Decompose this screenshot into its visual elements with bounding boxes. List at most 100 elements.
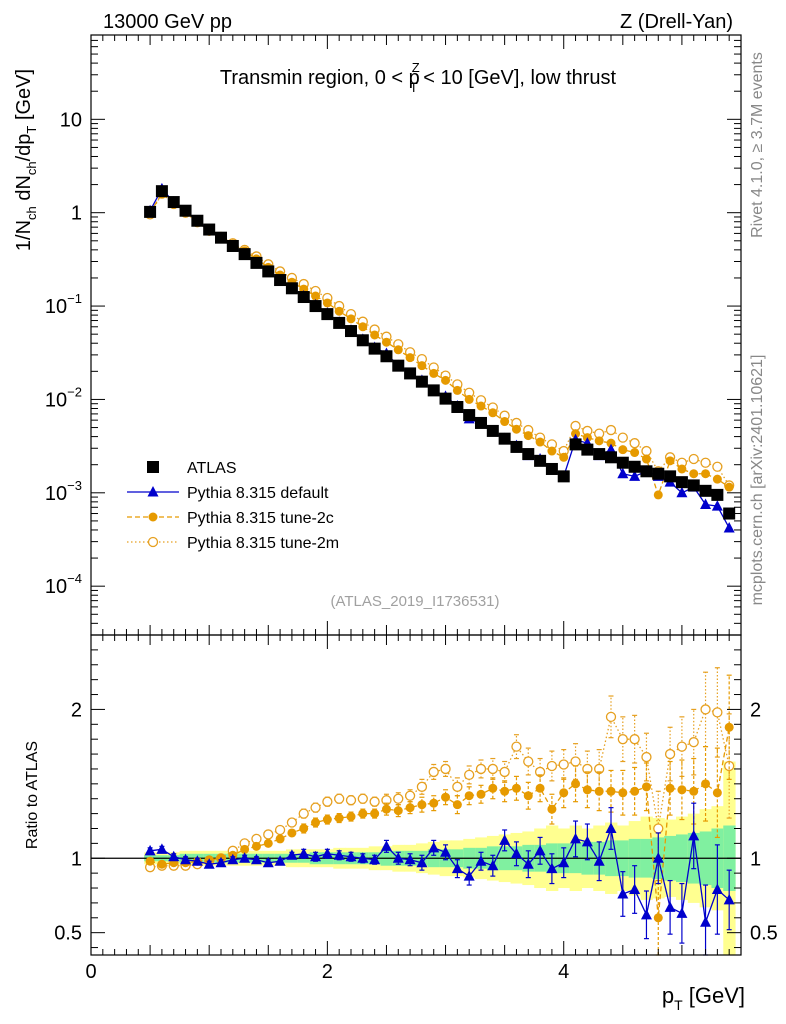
main-y-tick-label: 10−2	[45, 384, 82, 411]
ylabel-b: dN	[13, 175, 35, 206]
ratio-point-default	[652, 852, 664, 863]
data-point-atlas	[356, 334, 369, 347]
legend-label-default: Pythia 8.315 default	[187, 485, 329, 502]
ratio-point-tune2m	[310, 802, 321, 813]
data-point-atlas	[345, 325, 357, 338]
ratio-point-tune2c	[393, 806, 403, 816]
analysis-watermark: (ATLAS_2019_I1736531)	[330, 593, 499, 610]
ratio-point-tune2c	[653, 913, 663, 923]
data-point-atlas	[486, 424, 499, 437]
ratio-point-default	[404, 853, 416, 865]
header-collision: 13000 GeV pp	[103, 11, 232, 33]
series-line-tune2m	[149, 192, 730, 486]
ratio-point-default	[357, 852, 369, 863]
data-point-default	[617, 467, 629, 479]
ratio-point-tune2m	[700, 704, 711, 715]
data-point-atlas	[321, 308, 334, 321]
ratio-point-tune2c	[157, 859, 167, 869]
ratio-y-tick-label-left: 1	[71, 848, 82, 870]
data-point-atlas	[664, 470, 677, 483]
ratio-point-tune2m	[629, 734, 640, 745]
ratio-point-default	[688, 829, 700, 841]
data-point-default	[629, 470, 641, 481]
data-point-atlas	[427, 384, 440, 397]
ratio-point-tune2c	[701, 779, 711, 789]
tick-base: 10	[45, 389, 67, 411]
ratio-ylabel: Ratio to ATLAS	[24, 741, 41, 849]
ratio-point-tune2c	[452, 800, 462, 810]
ratio-point-tune2c	[594, 786, 604, 796]
series-line-tune2c	[149, 192, 730, 497]
ratio-point-default	[310, 850, 322, 862]
data-point-atlas	[203, 223, 216, 236]
ratio-point-tune2m	[617, 734, 628, 745]
data-point-tune2c	[571, 429, 581, 439]
legend-label-atlas: ATLAS	[187, 460, 237, 477]
data-point-atlas	[451, 400, 464, 413]
data-point-atlas	[475, 416, 487, 429]
main-ylabel: 1/Nch dNch/dpT [GeV]	[13, 69, 39, 251]
data-point-atlas	[534, 454, 547, 467]
ratio-point-tune2m	[605, 711, 617, 723]
legend-marker-atlas	[147, 461, 159, 473]
ylabel-c: /dp	[13, 134, 35, 162]
data-point-atlas	[628, 460, 641, 473]
ratio-point-tune2m	[416, 781, 428, 792]
tick-exponent: −1	[67, 291, 82, 306]
data-point-atlas	[144, 205, 157, 218]
ratio-point-default	[629, 883, 641, 895]
ratio-point-tune2c	[724, 722, 734, 732]
tick-exponent: −2	[67, 384, 82, 399]
ratio-panel-ticks: 0.5 0.5 1 1 2 2 0 2 4	[54, 634, 778, 983]
ratio-point-default	[581, 835, 593, 847]
data-point-default	[723, 521, 735, 533]
data-point-atlas	[179, 204, 192, 217]
tick-base: 10	[45, 576, 67, 598]
data-point-tune2c	[417, 361, 427, 371]
main-y-tick-label: 10−4	[45, 571, 82, 598]
tick-base: 1	[71, 203, 82, 225]
ratio-point-tune2m	[274, 824, 286, 836]
ratio-point-tune2m	[345, 795, 357, 806]
ratio-point-default	[558, 856, 570, 868]
ratio-point-default	[664, 901, 676, 912]
ratio-point-tune2c	[712, 788, 722, 798]
data-point-atlas	[274, 274, 287, 287]
ratio-point-tune2m	[499, 766, 510, 778]
ratio-point-tune2c	[464, 791, 474, 801]
legend: ATLAS Pythia 8.315 default Pythia 8.315 tu…	[127, 460, 339, 552]
ratio-point-tune2c	[251, 841, 261, 851]
ratio-point-tune2c	[511, 783, 521, 793]
data-point-tune2c	[523, 431, 533, 441]
ylabel-a: 1/N	[13, 220, 35, 251]
ratio-y-tick-label-right: 1	[750, 848, 761, 870]
ratio-point-default	[274, 855, 286, 866]
ylabel-d: [GeV]	[13, 69, 35, 126]
ratio-y-tick-label-left: 2	[71, 699, 82, 721]
ratio-point-tune2m	[263, 829, 274, 840]
tick-exponent: −3	[67, 478, 82, 493]
ratio-point-default	[345, 850, 357, 862]
data-point-atlas	[250, 256, 263, 269]
x-tick-label: 4	[558, 961, 569, 983]
title-text-b: < 10 [GeV], low thrust	[418, 67, 617, 89]
ratio-point-default	[156, 843, 168, 854]
ratio-point-default	[144, 844, 156, 856]
data-point-atlas	[285, 282, 298, 295]
ratio-point-default	[463, 870, 475, 881]
data-point-tune2c	[701, 469, 711, 479]
ratio-point-default	[510, 847, 522, 859]
data-point-atlas	[238, 248, 251, 261]
ratio-point-default	[333, 849, 345, 860]
ratio-y-tick-label-right: 0.5	[750, 923, 778, 945]
ratio-point-default	[262, 856, 274, 868]
ratio-point-tune2c	[346, 812, 356, 822]
ratio-y-tick-label-right: 2	[750, 699, 761, 721]
data-point-tune2c	[500, 417, 510, 427]
ratio-point-default	[475, 855, 487, 866]
data-point-atlas	[333, 316, 346, 329]
x-tick-label: 2	[322, 961, 333, 983]
data-point-atlas	[711, 488, 724, 501]
